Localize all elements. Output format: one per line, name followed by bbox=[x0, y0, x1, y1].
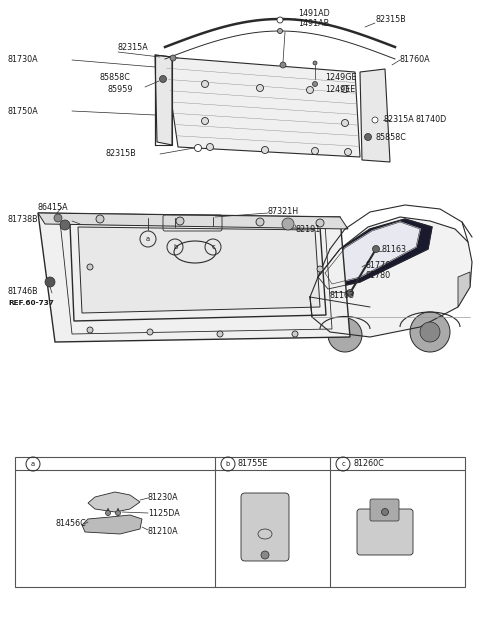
Text: 81760A: 81760A bbox=[400, 55, 431, 64]
Circle shape bbox=[282, 218, 294, 230]
Text: 85959: 85959 bbox=[108, 85, 133, 94]
Text: 86415A: 86415A bbox=[38, 203, 69, 211]
Circle shape bbox=[202, 80, 208, 87]
Circle shape bbox=[147, 329, 153, 335]
Circle shape bbox=[382, 508, 388, 515]
Text: 81746B: 81746B bbox=[8, 287, 38, 296]
Polygon shape bbox=[360, 69, 390, 162]
Text: 81163: 81163 bbox=[330, 290, 355, 299]
Text: a: a bbox=[31, 461, 35, 467]
Circle shape bbox=[280, 62, 286, 68]
Text: b: b bbox=[226, 461, 230, 467]
Text: 81163: 81163 bbox=[382, 245, 407, 254]
Text: 82315B: 82315B bbox=[105, 150, 136, 159]
Circle shape bbox=[313, 61, 317, 65]
Polygon shape bbox=[82, 515, 142, 534]
Circle shape bbox=[372, 117, 378, 123]
Polygon shape bbox=[38, 213, 348, 229]
Circle shape bbox=[420, 322, 440, 342]
Text: 1249EE: 1249EE bbox=[325, 85, 355, 94]
FancyBboxPatch shape bbox=[370, 499, 399, 521]
Polygon shape bbox=[88, 492, 140, 512]
Circle shape bbox=[60, 220, 70, 230]
Polygon shape bbox=[310, 217, 472, 337]
Circle shape bbox=[96, 215, 104, 223]
Circle shape bbox=[170, 55, 176, 61]
Circle shape bbox=[116, 510, 120, 515]
Circle shape bbox=[277, 29, 283, 34]
Text: REF.60-737: REF.60-737 bbox=[8, 300, 54, 306]
Circle shape bbox=[410, 312, 450, 352]
Circle shape bbox=[217, 331, 223, 337]
Circle shape bbox=[159, 76, 167, 83]
Text: 1125DA: 1125DA bbox=[148, 508, 180, 517]
Text: 81755E: 81755E bbox=[238, 459, 268, 468]
Polygon shape bbox=[325, 222, 420, 284]
Polygon shape bbox=[165, 57, 360, 157]
Circle shape bbox=[341, 85, 348, 92]
Circle shape bbox=[202, 117, 208, 124]
Circle shape bbox=[364, 134, 372, 141]
Circle shape bbox=[341, 120, 348, 127]
Circle shape bbox=[45, 277, 55, 287]
Circle shape bbox=[176, 217, 184, 225]
Text: 81780: 81780 bbox=[365, 271, 390, 280]
Text: c: c bbox=[341, 461, 345, 467]
Circle shape bbox=[262, 147, 268, 154]
Circle shape bbox=[316, 219, 324, 227]
Circle shape bbox=[106, 510, 110, 515]
Text: 87321H: 87321H bbox=[268, 206, 299, 215]
Circle shape bbox=[277, 17, 283, 23]
Circle shape bbox=[54, 214, 62, 222]
Circle shape bbox=[206, 143, 214, 150]
Circle shape bbox=[307, 87, 313, 94]
Text: b: b bbox=[173, 244, 177, 250]
Polygon shape bbox=[78, 227, 320, 313]
Text: 81770: 81770 bbox=[365, 261, 390, 269]
Text: a: a bbox=[146, 236, 150, 242]
Text: 81230A: 81230A bbox=[148, 492, 179, 501]
Circle shape bbox=[347, 289, 353, 296]
Text: 81210A: 81210A bbox=[148, 527, 179, 536]
Text: 81260C: 81260C bbox=[353, 459, 384, 468]
Text: 1491AB: 1491AB bbox=[298, 20, 329, 29]
Circle shape bbox=[87, 327, 93, 333]
Text: 85858C: 85858C bbox=[100, 73, 131, 82]
Circle shape bbox=[372, 245, 380, 252]
Text: 1249GE: 1249GE bbox=[325, 73, 357, 82]
Circle shape bbox=[87, 264, 93, 270]
Text: c: c bbox=[211, 244, 215, 250]
Circle shape bbox=[256, 218, 264, 226]
Polygon shape bbox=[155, 55, 172, 145]
Text: 82315B: 82315B bbox=[375, 15, 406, 24]
Polygon shape bbox=[15, 457, 465, 587]
Text: 81456C: 81456C bbox=[55, 520, 86, 529]
Circle shape bbox=[194, 145, 202, 152]
Circle shape bbox=[261, 551, 269, 559]
Circle shape bbox=[328, 318, 362, 352]
Text: 82315A: 82315A bbox=[118, 43, 149, 52]
Polygon shape bbox=[458, 272, 470, 307]
FancyBboxPatch shape bbox=[241, 493, 289, 561]
Circle shape bbox=[256, 85, 264, 92]
Text: 81730A: 81730A bbox=[8, 55, 38, 64]
Circle shape bbox=[317, 266, 323, 272]
Circle shape bbox=[312, 82, 317, 87]
Text: 81740D: 81740D bbox=[415, 115, 446, 124]
Text: 81750A: 81750A bbox=[8, 106, 39, 115]
Text: 82191: 82191 bbox=[296, 225, 321, 234]
FancyBboxPatch shape bbox=[357, 509, 413, 555]
Circle shape bbox=[292, 331, 298, 337]
Text: 1491AD: 1491AD bbox=[298, 8, 330, 17]
Polygon shape bbox=[318, 219, 432, 289]
Text: 81738B: 81738B bbox=[8, 215, 38, 224]
Polygon shape bbox=[38, 213, 350, 342]
Text: 82315A: 82315A bbox=[383, 115, 414, 124]
Text: 85858C: 85858C bbox=[376, 132, 407, 141]
Circle shape bbox=[345, 148, 351, 155]
Circle shape bbox=[312, 148, 319, 155]
